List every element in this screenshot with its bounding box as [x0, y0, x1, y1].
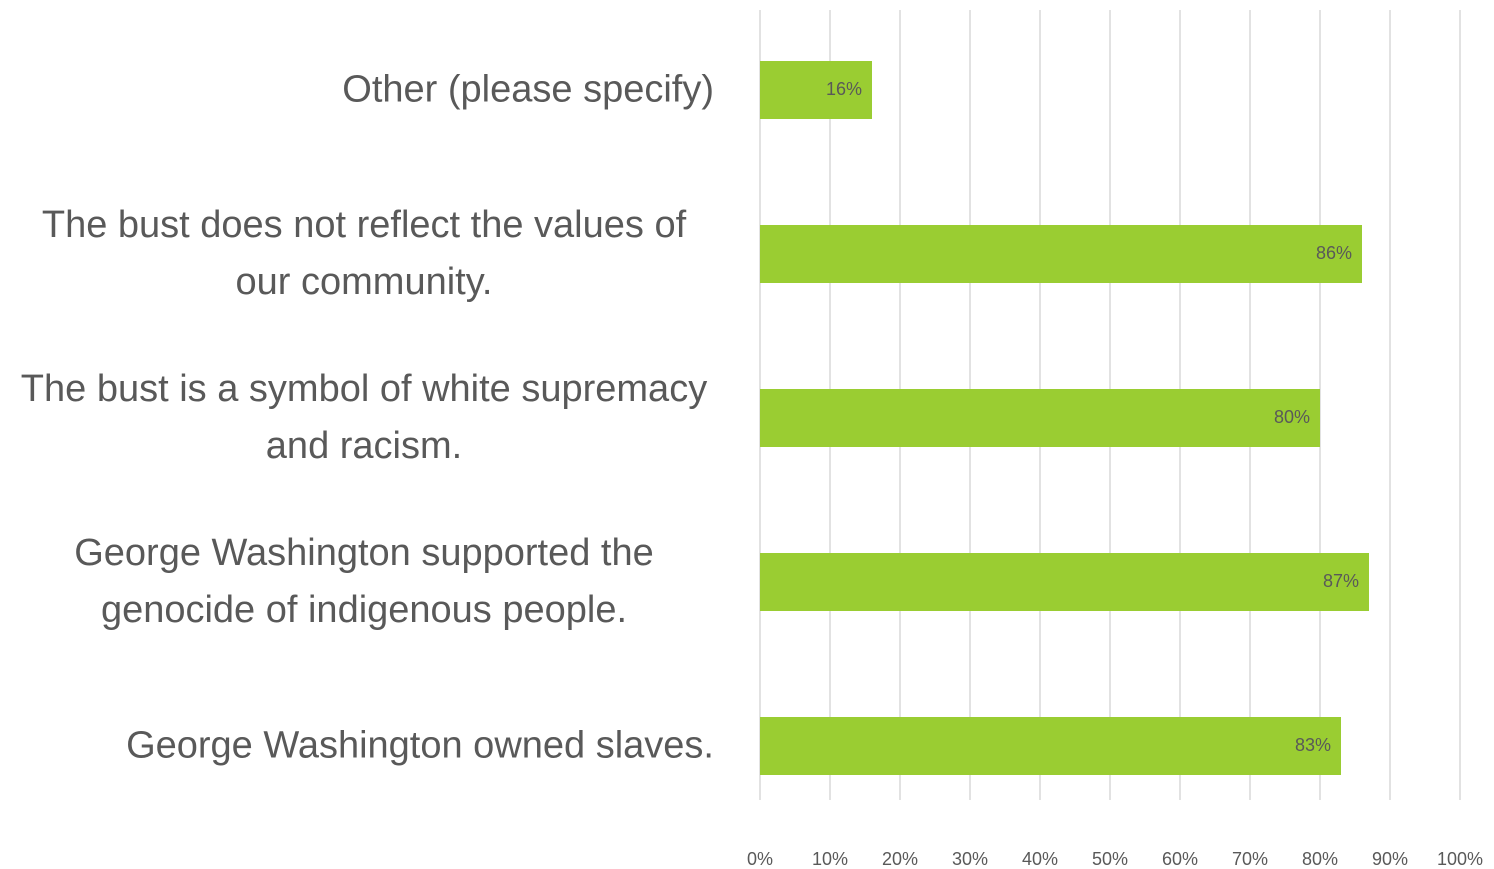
category-label: George Washington owned slaves. [126, 724, 714, 767]
bar [760, 717, 1341, 775]
x-tick-label: 90% [1372, 849, 1408, 869]
category-label-box: The bust does not reflect the values of … [14, 197, 714, 311]
x-tick-label: 70% [1232, 849, 1268, 869]
bar [760, 225, 1362, 283]
x-tick-label: 10% [812, 849, 848, 869]
x-tick-label: 40% [1022, 849, 1058, 869]
category-label-box: George Washington owned slaves. [14, 718, 714, 775]
x-tick-label: 0% [747, 849, 773, 869]
category-label: The bust is a symbol of white supremacy … [20, 368, 708, 467]
data-label: 83% [1295, 735, 1331, 755]
category-label-box: George Washington supported the genocide… [14, 525, 714, 639]
bar [760, 389, 1320, 447]
x-tick-label: 50% [1092, 849, 1128, 869]
data-label: 86% [1316, 243, 1352, 263]
data-label: 16% [826, 79, 862, 99]
category-label-box: The bust is a symbol of white supremacy … [14, 361, 714, 475]
category-label-box: Other (please specify) [14, 62, 714, 119]
data-label: 80% [1274, 407, 1310, 427]
data-label: 87% [1323, 571, 1359, 591]
category-label: The bust does not reflect the values of … [41, 204, 687, 303]
x-tick-label: 20% [882, 849, 918, 869]
x-tick-label: 30% [952, 849, 988, 869]
x-tick-label: 80% [1302, 849, 1338, 869]
category-label: George Washington supported the genocide… [74, 532, 654, 631]
x-tick-label: 60% [1162, 849, 1198, 869]
x-tick-label: 100% [1437, 849, 1483, 869]
bar [760, 553, 1369, 611]
bar [760, 61, 872, 119]
category-label: Other (please specify) [342, 68, 714, 111]
